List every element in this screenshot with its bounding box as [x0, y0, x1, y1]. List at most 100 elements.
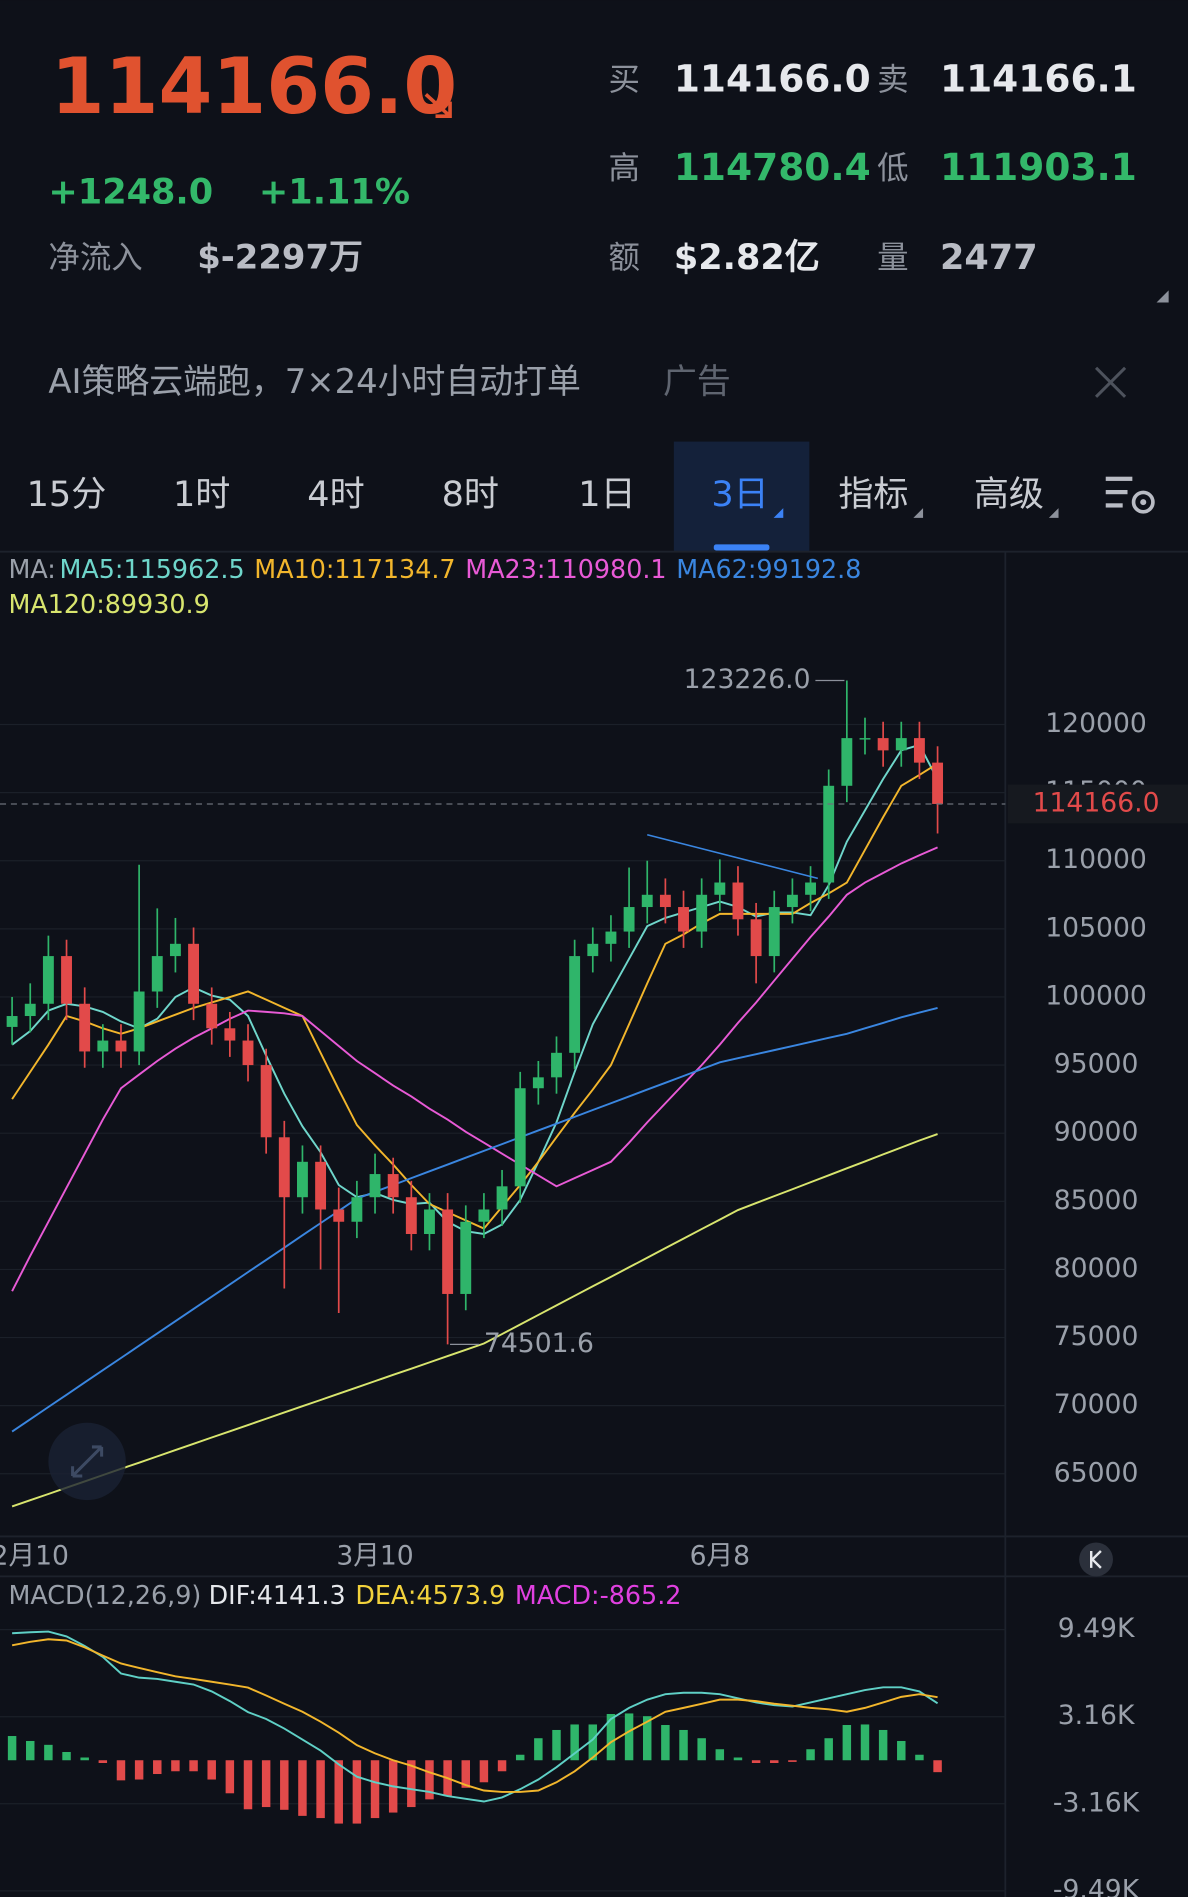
- tab[interactable]: 1时: [173, 474, 230, 515]
- macd-bar: [860, 1724, 870, 1761]
- candle-body: [732, 882, 744, 920]
- candle-body: [260, 1065, 272, 1138]
- close-ad-button[interactable]: [1094, 366, 1127, 398]
- macd-bar: [679, 1729, 688, 1761]
- candle-body: [369, 1174, 381, 1198]
- price-change-pct: +1.11%: [259, 172, 410, 213]
- macd-bar: [915, 1754, 924, 1761]
- tab[interactable]: 4时: [307, 474, 364, 515]
- tab[interactable]: 8时: [442, 474, 499, 515]
- tab[interactable]: 高级: [974, 474, 1044, 515]
- macd-bar: [824, 1738, 833, 1761]
- candle-body: [206, 1003, 218, 1029]
- last-price-tag: 114166.0: [1033, 787, 1160, 818]
- y-tick-label: 70000: [1054, 1389, 1139, 1420]
- legend-item: DIF:4141.3: [209, 1580, 346, 1610]
- ma-line: [11, 762, 939, 1230]
- candle-body: [79, 1003, 91, 1052]
- candle-body: [460, 1221, 472, 1294]
- candle-body: [297, 1161, 308, 1198]
- net-inflow-label: 净流入: [48, 240, 142, 276]
- macd-bar: [280, 1760, 289, 1810]
- candle-body: [97, 1040, 109, 1052]
- tab[interactable]: 15分: [27, 474, 107, 515]
- ad-text[interactable]: AI策略云端跑，7×24小时自动打单: [48, 362, 580, 401]
- stat-label: 量: [877, 240, 908, 276]
- y-tick-label: 75000: [1054, 1321, 1139, 1352]
- macd-bar: [334, 1760, 343, 1824]
- macd-bar: [134, 1760, 144, 1780]
- ad-tag: 广告: [663, 362, 731, 401]
- tab[interactable]: 3日: [711, 474, 768, 515]
- stat-value: 114166.1: [940, 57, 1137, 101]
- macd-bar: [207, 1760, 216, 1780]
- macd-bar: [770, 1760, 779, 1764]
- stat-value: 111903.1: [940, 145, 1137, 189]
- candle-body: [387, 1174, 399, 1198]
- dropdown-indicator: [1048, 508, 1059, 518]
- candle-body: [587, 943, 599, 957]
- y-tick-label: 105000: [1045, 912, 1147, 943]
- candle-body: [496, 1186, 508, 1210]
- macd-line: [12, 1630, 939, 1803]
- macd-bar: [661, 1725, 670, 1761]
- candle-body: [913, 738, 925, 763]
- candle-body: [278, 1137, 290, 1198]
- candle-body: [623, 907, 635, 932]
- y-tick-label: -9.49K: [1053, 1874, 1141, 1897]
- y-tick-label: 80000: [1054, 1253, 1139, 1284]
- ma-line: [11, 1006, 938, 1433]
- macd-bar: [80, 1757, 89, 1761]
- candle-body: [133, 991, 145, 1052]
- macd-bar: [534, 1738, 543, 1761]
- y-tick-label: 100000: [1045, 980, 1147, 1011]
- price-change: +1248.0: [48, 172, 213, 213]
- macd-bar: [370, 1760, 380, 1819]
- net-inflow-value: $-2297万: [197, 237, 363, 276]
- macd-bar: [751, 1760, 761, 1764]
- y-tick-label: -3.16K: [1053, 1787, 1141, 1818]
- candle-body: [551, 1052, 562, 1078]
- icon-bar: [1105, 503, 1123, 508]
- tab[interactable]: 1日: [578, 474, 635, 515]
- macd-bar: [697, 1738, 706, 1761]
- macd-bar: [733, 1757, 743, 1761]
- ma-line: [11, 846, 938, 1292]
- candle-body: [6, 1016, 18, 1027]
- candle-body: [786, 894, 798, 908]
- candle-body: [424, 1209, 435, 1235]
- low-annotation: 74501.6: [484, 1328, 594, 1359]
- legend-item: MA120:89930.9: [8, 589, 209, 619]
- macd-bar: [642, 1716, 652, 1761]
- x-tick-label: 6月8: [690, 1541, 750, 1572]
- stat-label: 卖: [877, 62, 908, 98]
- drawn-trendline: [647, 834, 819, 880]
- macd-bar: [7, 1736, 17, 1761]
- tab[interactable]: 指标: [838, 474, 908, 515]
- candle-body: [768, 907, 780, 957]
- candle-body: [859, 738, 871, 740]
- macd-title: MACD(12,26,9): [8, 1580, 201, 1610]
- candle-body: [714, 882, 726, 895]
- macd-bar: [570, 1724, 579, 1761]
- icon-bar: [1105, 476, 1133, 481]
- candle-body: [315, 1161, 327, 1210]
- scroll-to-latest-button[interactable]: [1079, 1542, 1113, 1577]
- macd-bar: [425, 1760, 434, 1800]
- stat-label: 高: [609, 150, 640, 186]
- candle-body: [750, 919, 762, 957]
- macd-bar: [116, 1760, 126, 1781]
- macd-bar: [62, 1751, 71, 1761]
- macd-bar: [98, 1760, 108, 1764]
- candle-body: [61, 956, 72, 1004]
- candle-body: [895, 738, 907, 751]
- y-tick-label: 85000: [1054, 1185, 1139, 1216]
- y-tick-label: 90000: [1054, 1117, 1139, 1148]
- macd-bar: [715, 1749, 725, 1761]
- icon-bar: [1105, 489, 1128, 495]
- candle-body: [532, 1077, 544, 1089]
- chart-settings-icon[interactable]: [1105, 476, 1155, 514]
- macd-bar: [298, 1760, 307, 1816]
- expand-corner-icon[interactable]: [1156, 290, 1169, 303]
- scroll-icon: [1090, 1550, 1102, 1569]
